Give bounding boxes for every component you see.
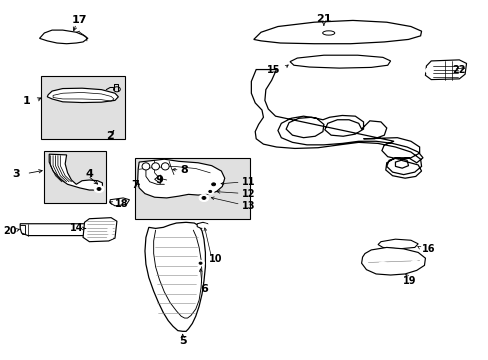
Polygon shape: [197, 222, 207, 228]
Circle shape: [199, 262, 202, 264]
Circle shape: [208, 190, 211, 193]
Polygon shape: [251, 69, 422, 178]
Text: 2: 2: [106, 131, 114, 141]
Circle shape: [410, 260, 418, 266]
Ellipse shape: [142, 163, 149, 170]
Text: 17: 17: [72, 15, 87, 26]
Polygon shape: [425, 60, 466, 80]
Polygon shape: [361, 247, 425, 275]
Circle shape: [107, 234, 113, 239]
Polygon shape: [47, 88, 118, 103]
Polygon shape: [138, 159, 224, 198]
Text: 3: 3: [13, 169, 20, 179]
Text: 9: 9: [155, 175, 163, 185]
Polygon shape: [40, 30, 88, 44]
Circle shape: [107, 228, 113, 232]
Text: 1: 1: [23, 96, 31, 106]
Text: 11: 11: [241, 177, 255, 187]
Text: 18: 18: [115, 199, 128, 210]
Text: 14: 14: [70, 224, 83, 233]
Polygon shape: [377, 239, 417, 249]
Circle shape: [202, 197, 205, 199]
Polygon shape: [49, 154, 102, 190]
Polygon shape: [83, 218, 117, 242]
Polygon shape: [154, 175, 160, 184]
Circle shape: [396, 265, 404, 271]
Circle shape: [97, 188, 101, 190]
Bar: [135, 158, 250, 219]
Text: 19: 19: [403, 276, 416, 286]
Polygon shape: [253, 21, 421, 44]
Text: 15: 15: [266, 64, 280, 75]
Polygon shape: [110, 198, 129, 206]
Text: 8: 8: [180, 165, 187, 175]
Polygon shape: [144, 222, 205, 331]
Text: 22: 22: [451, 64, 465, 75]
Text: 12: 12: [241, 189, 255, 199]
Text: 4: 4: [86, 169, 94, 179]
Circle shape: [196, 260, 204, 266]
Circle shape: [208, 181, 218, 188]
Circle shape: [202, 224, 208, 229]
Ellipse shape: [322, 31, 334, 35]
Ellipse shape: [161, 163, 169, 170]
Circle shape: [377, 262, 387, 269]
Circle shape: [94, 185, 103, 193]
Polygon shape: [20, 224, 100, 235]
Circle shape: [206, 189, 214, 194]
Circle shape: [199, 194, 208, 202]
Bar: [41, 76, 124, 139]
Text: 7: 7: [131, 180, 139, 190]
Text: 10: 10: [208, 254, 222, 264]
Text: 6: 6: [200, 284, 208, 294]
Bar: [44, 151, 106, 203]
Polygon shape: [289, 55, 390, 68]
Circle shape: [425, 68, 432, 73]
Text: 20: 20: [3, 226, 17, 236]
Text: 13: 13: [241, 201, 255, 211]
Text: 21: 21: [315, 14, 331, 24]
Text: 16: 16: [421, 244, 434, 254]
Text: 5: 5: [179, 336, 186, 346]
Ellipse shape: [151, 163, 159, 170]
Circle shape: [211, 183, 215, 186]
